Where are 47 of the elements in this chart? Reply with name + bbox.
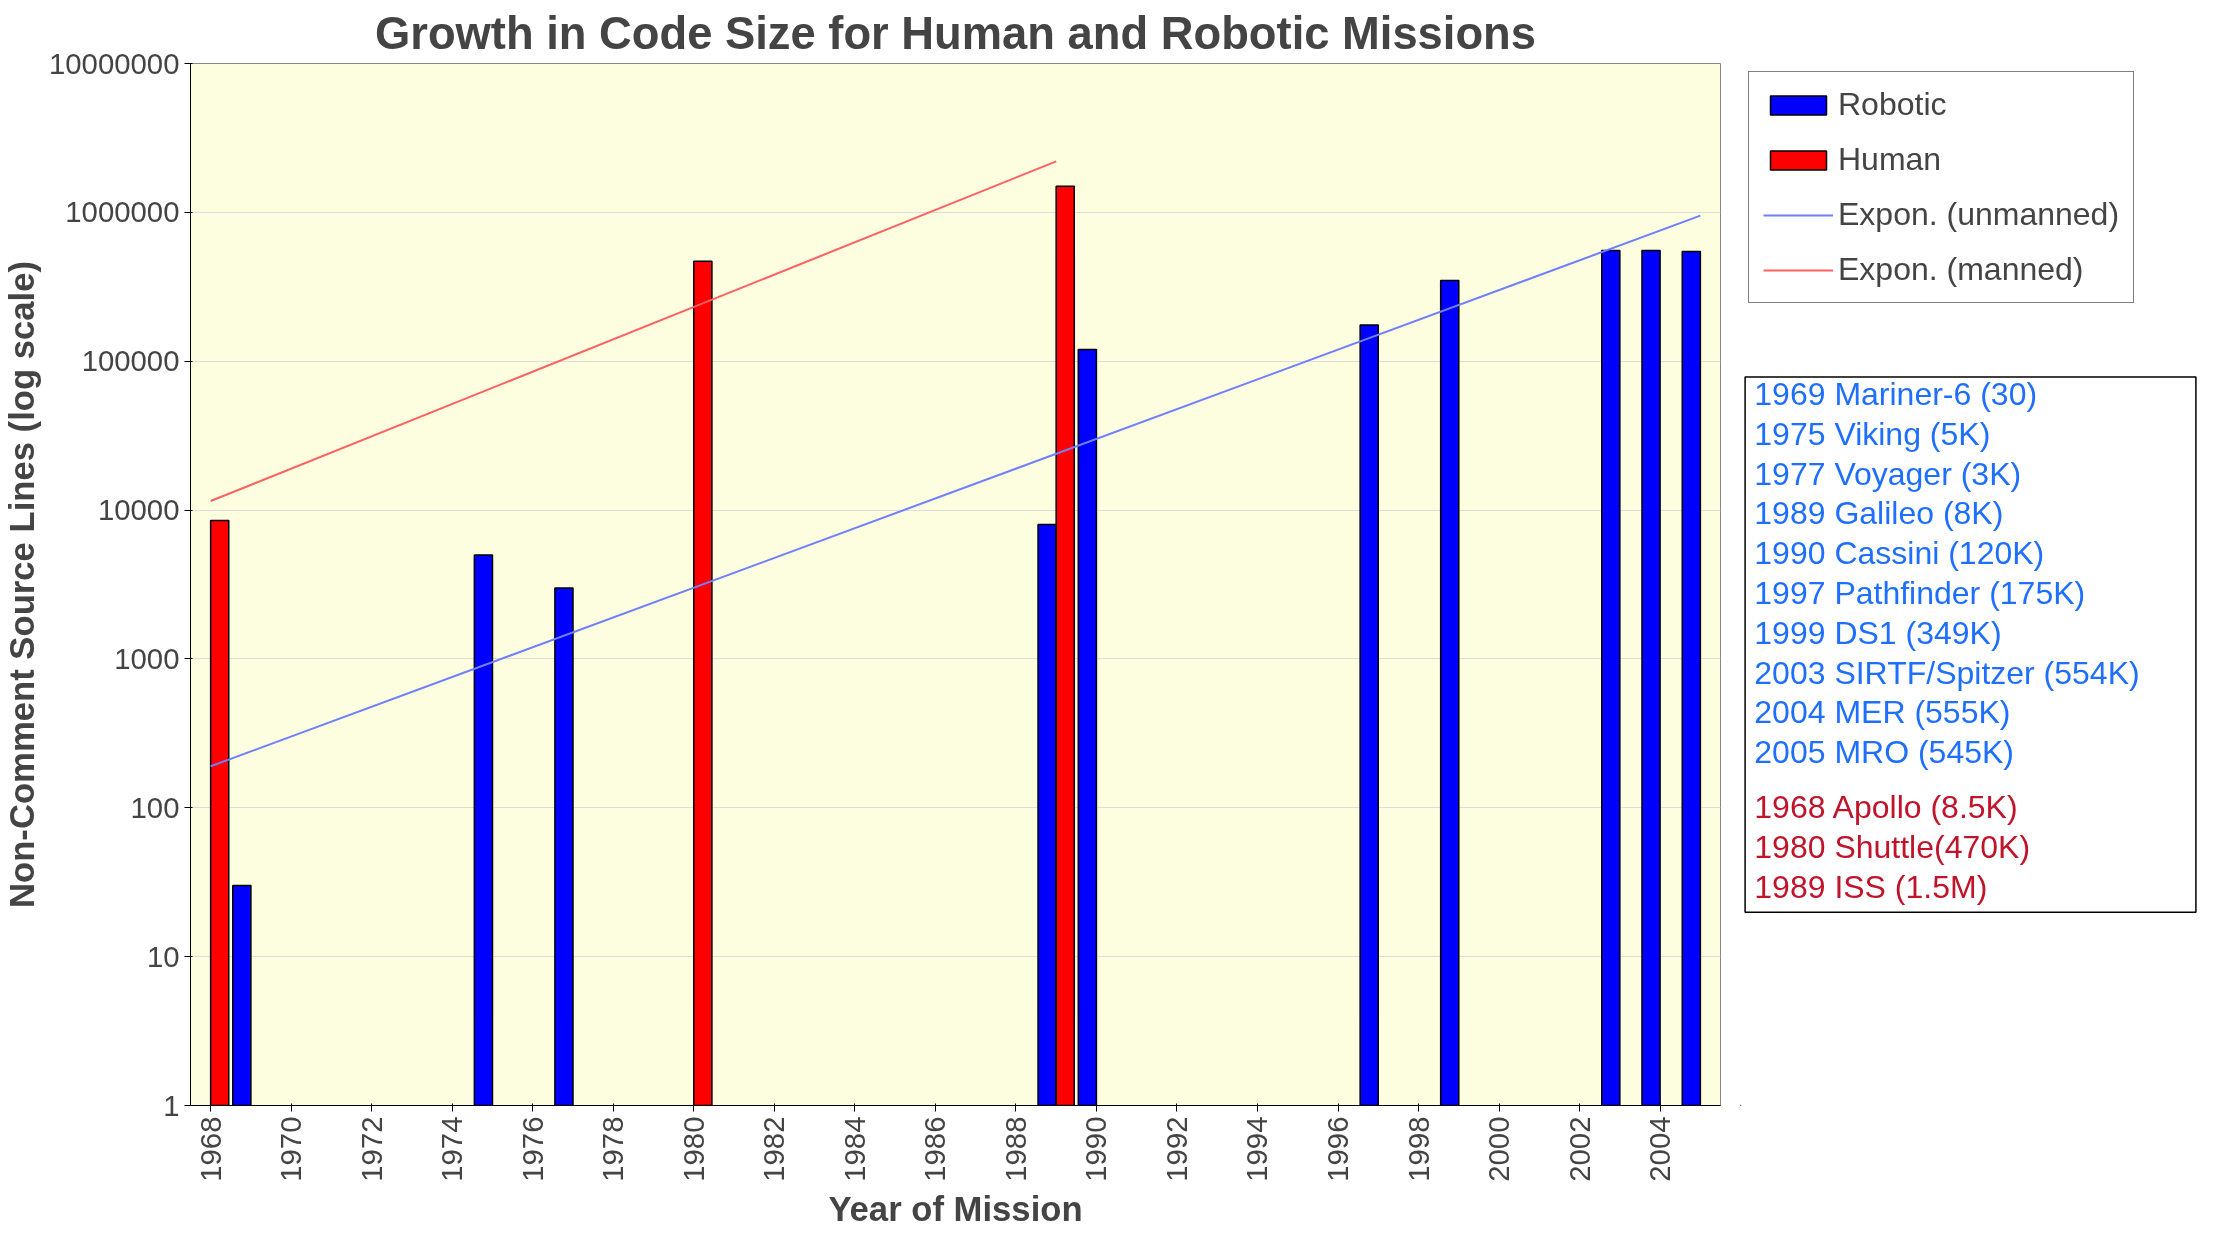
x-tick-label: 1974 xyxy=(435,1116,469,1182)
x-tick-label: 1982 xyxy=(757,1116,791,1182)
text: 2003 SIRTF/Spitzer (554K) xyxy=(1754,654,2140,691)
text: 1997 Pathfinder (175K) xyxy=(1754,574,2086,611)
text: 1989 Galileo (8K) xyxy=(1754,495,2004,532)
y-axis-title: Non-Comment Source Lines (log scale) xyxy=(3,260,42,909)
text: 2004 MER (555K) xyxy=(1754,694,2011,731)
legend-label: Robotic xyxy=(1838,86,1947,123)
x-tick-label: 2002 xyxy=(1562,1116,1596,1182)
legend-label: Human xyxy=(1838,141,1942,178)
y-tick-label: 1000000 xyxy=(65,195,180,229)
x-tick-label: 1970 xyxy=(274,1116,308,1182)
text: 1977 Voyager (3K) xyxy=(1754,455,2022,492)
y-tick-label: 1000 xyxy=(114,641,180,675)
text: 1980 Shuttle(470K) xyxy=(1754,829,2031,866)
x-tick-label: 2000 xyxy=(1482,1116,1516,1182)
x-tick-label: 1998 xyxy=(1401,1116,1435,1182)
x-tick-label: 1984 xyxy=(837,1116,871,1182)
text: 1969 Mariner-6 (30) xyxy=(1754,375,2038,412)
text: 2005 MRO (545K) xyxy=(1754,734,2014,771)
text: 1968 Apollo (8.5K) xyxy=(1754,789,2018,826)
text: 1999 DS1 (349K) xyxy=(1754,614,2002,651)
x-tick-label: 1976 xyxy=(515,1116,549,1182)
text: 1975 Viking (5K) xyxy=(1754,415,1991,452)
x-tick-label: 1990 xyxy=(1079,1116,1113,1182)
y-tick-label: 10000000 xyxy=(49,46,180,80)
x-tick-label: 1988 xyxy=(998,1116,1032,1182)
x-tick-label: 1996 xyxy=(1321,1116,1354,1182)
x-tick-label: 1986 xyxy=(918,1116,952,1182)
y-tick-label: 100 xyxy=(130,790,180,824)
y-tick-label: 10000 xyxy=(97,493,180,527)
x-tick-label: 1994 xyxy=(1240,1116,1274,1182)
text: 1990 Cassini (120K) xyxy=(1754,535,2045,572)
x-axis-title: Year of Mission xyxy=(828,1189,1083,1228)
chart-title: Growth in Code Size for Human and Robotic Missions xyxy=(375,7,1536,59)
x-tick-label: 1992 xyxy=(1159,1116,1193,1182)
x-tick-label: 2004 xyxy=(1643,1116,1677,1182)
text: 1989 ISS (1.5M) xyxy=(1754,868,1988,905)
y-tick-label: 100000 xyxy=(81,344,180,378)
x-tick-label: 1980 xyxy=(676,1116,710,1182)
x-tick-label: 1978 xyxy=(596,1116,630,1182)
x-tick-label: 1972 xyxy=(354,1116,388,1182)
legend-label: Expon. (manned) xyxy=(1838,251,2084,288)
legend-label: Expon. (unmanned) xyxy=(1838,196,2120,233)
y-tick-label: 10 xyxy=(146,939,180,973)
x-tick-label: 1968 xyxy=(193,1116,227,1182)
y-tick-label: 1 xyxy=(163,1088,180,1122)
